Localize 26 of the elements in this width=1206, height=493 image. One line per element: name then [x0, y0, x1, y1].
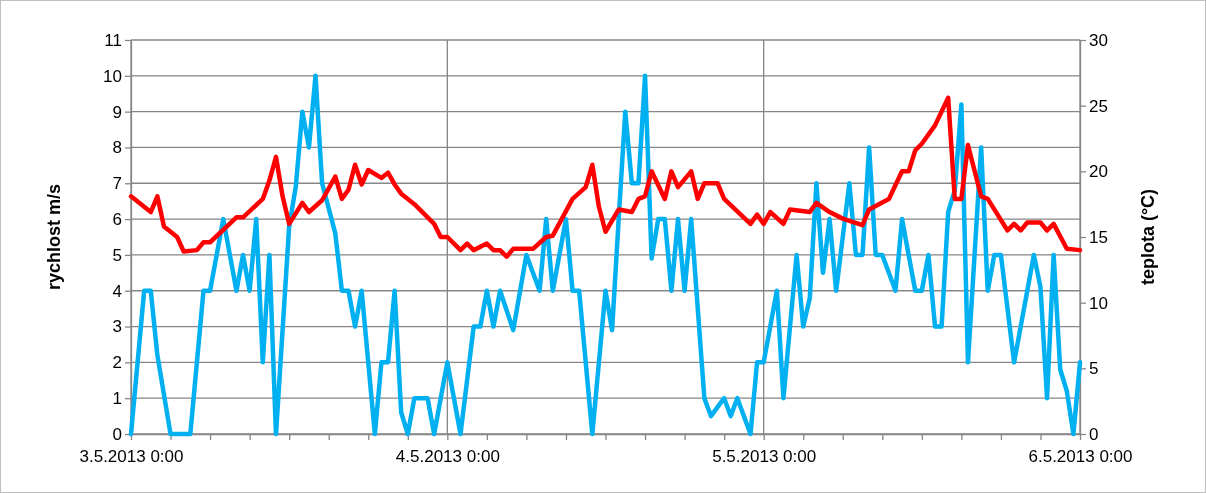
line-series: [128, 95, 1083, 259]
y-tick-label: 6: [112, 210, 122, 230]
y-tick-label: 9: [112, 102, 122, 122]
x-tick-label: 3.5.2013 0:00: [79, 446, 184, 466]
y2-tick-label: 10: [1089, 293, 1108, 313]
x-tick-label: 6.5.2013 0:00: [1028, 446, 1133, 466]
y-tick-label: 3: [112, 317, 122, 337]
y-tick-label: 2: [112, 353, 122, 373]
y2-tick-label: 20: [1089, 162, 1108, 182]
y2-tick-label: 0: [1089, 424, 1099, 444]
y2-axis-title: teplota (°C): [1138, 188, 1158, 286]
y2-tick-label: 30: [1089, 30, 1108, 50]
y-tick-label: 11: [104, 30, 122, 50]
y-tick-label: 5: [112, 245, 122, 265]
y-tick-label: 8: [112, 138, 122, 158]
y2-tick-label: 5: [1089, 359, 1099, 379]
y-tick-label: 7: [112, 174, 122, 194]
y2-tick-label: 25: [1089, 96, 1108, 116]
x-tick-label: 5.5.2013 0:00: [712, 446, 817, 466]
x-tick-label: 4.5.2013 0:00: [395, 446, 500, 466]
y-tick-label: 0: [112, 424, 122, 444]
y-axis-title: rychlost m/s: [44, 183, 64, 291]
y-tick-label: 4: [112, 281, 122, 301]
y-tick-label: 10: [103, 66, 122, 86]
y2-tick-label: 15: [1089, 227, 1108, 247]
y-tick-label: 1: [112, 389, 122, 409]
